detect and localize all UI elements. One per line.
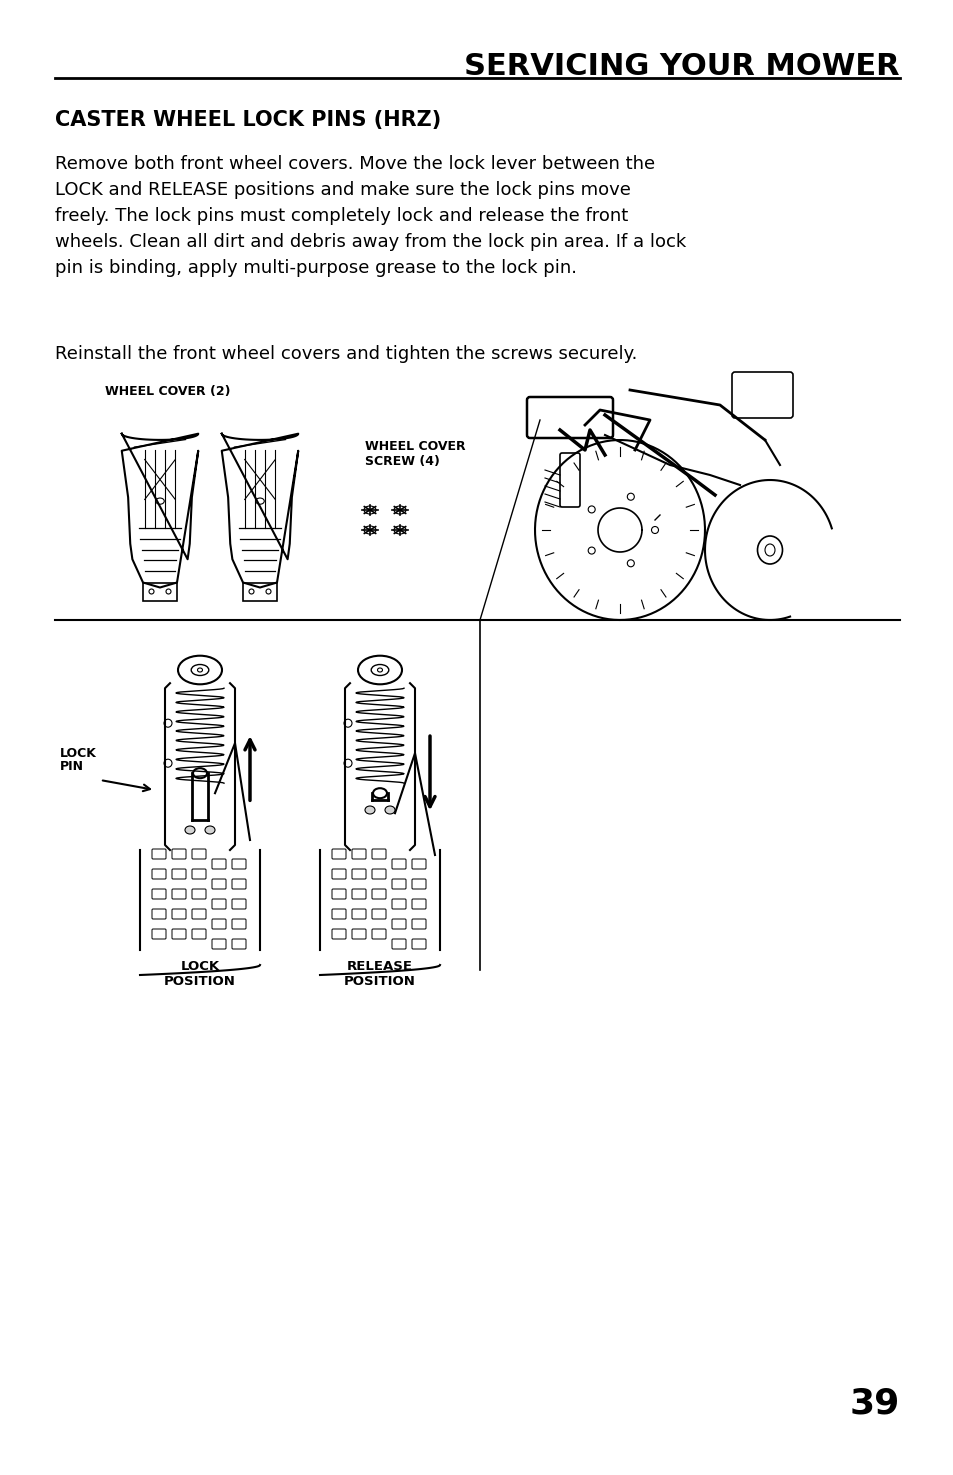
Ellipse shape — [377, 668, 382, 673]
Ellipse shape — [205, 826, 214, 833]
Text: RELEASE
POSITION: RELEASE POSITION — [344, 960, 416, 988]
Text: LOCK and RELEASE positions and make sure the lock pins move: LOCK and RELEASE positions and make sure… — [55, 181, 630, 199]
Ellipse shape — [365, 805, 375, 814]
Ellipse shape — [764, 544, 774, 556]
Text: freely. The lock pins must completely lock and release the front: freely. The lock pins must completely lo… — [55, 207, 628, 226]
Text: LOCK: LOCK — [60, 746, 97, 760]
Text: Remove both front wheel covers. Move the lock lever between the: Remove both front wheel covers. Move the… — [55, 155, 655, 173]
Text: pin is binding, apply multi-purpose grease to the lock pin.: pin is binding, apply multi-purpose grea… — [55, 260, 577, 277]
Ellipse shape — [197, 668, 202, 673]
Text: wheels. Clean all dirt and debris away from the lock pin area. If a lock: wheels. Clean all dirt and debris away f… — [55, 233, 685, 251]
Text: CASTER WHEEL LOCK PINS (HRZ): CASTER WHEEL LOCK PINS (HRZ) — [55, 111, 441, 130]
Text: PIN: PIN — [60, 760, 84, 773]
Text: LOCK
POSITION: LOCK POSITION — [164, 960, 235, 988]
Text: SERVICING YOUR MOWER: SERVICING YOUR MOWER — [464, 52, 899, 81]
Ellipse shape — [385, 805, 395, 814]
Text: WHEEL COVER
SCREW (4): WHEEL COVER SCREW (4) — [365, 440, 465, 468]
Ellipse shape — [185, 826, 194, 833]
Text: 39: 39 — [849, 1386, 899, 1420]
Text: WHEEL COVER (2): WHEEL COVER (2) — [105, 385, 231, 398]
Text: Reinstall the front wheel covers and tighten the screws securely.: Reinstall the front wheel covers and tig… — [55, 345, 637, 363]
